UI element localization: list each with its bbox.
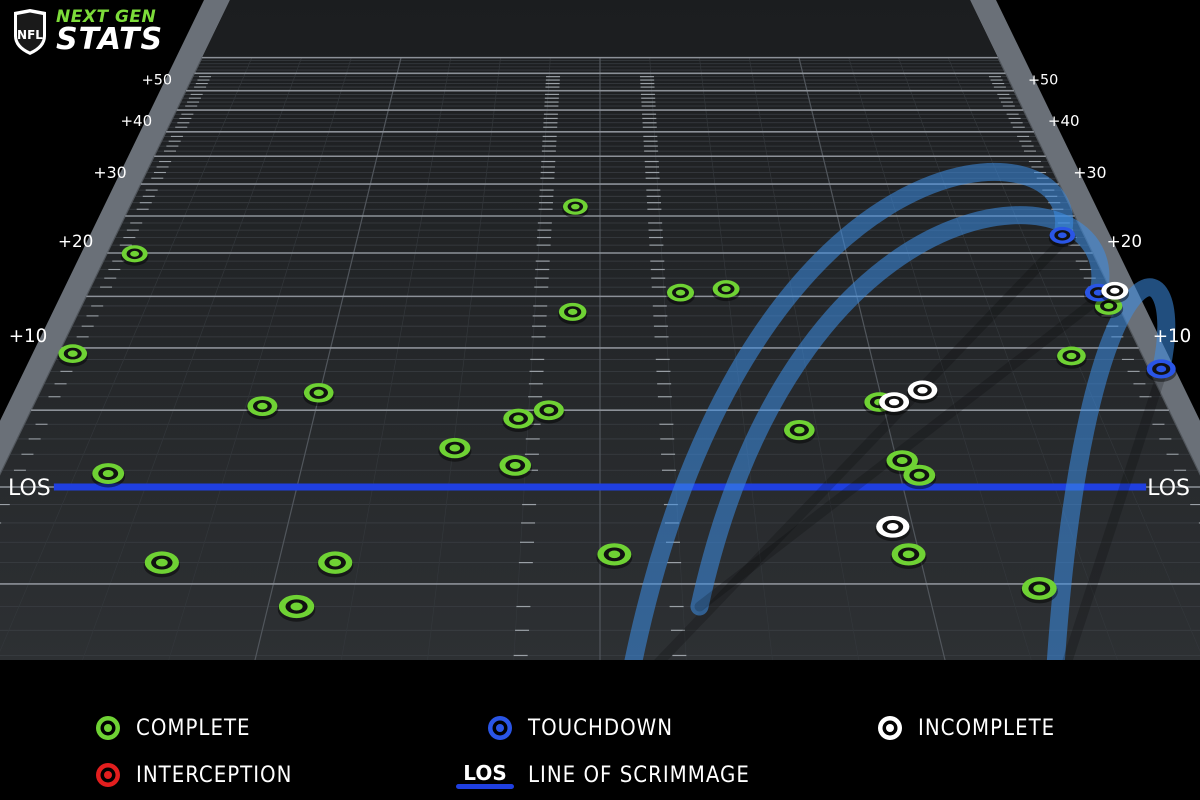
field-chart: +10 +10 +20 +20 +30 +30 +40 +40 +50 +50 LOS LOS bbox=[0, 0, 1200, 660]
legend-complete: COMPLETE bbox=[94, 711, 251, 745]
touchdown-pass-point bbox=[1048, 226, 1076, 248]
los-label-left: LOS bbox=[8, 476, 51, 501]
next-gen-stats-logo: NFL NEXT GEN STATS bbox=[10, 8, 163, 56]
pass-trajectory bbox=[624, 163, 1073, 660]
yard-label-right: +50 bbox=[1028, 73, 1058, 89]
yard-label-right: +40 bbox=[1048, 112, 1080, 130]
legend-incomplete: INCOMPLETE bbox=[876, 711, 1055, 745]
complete-pass-point bbox=[317, 551, 354, 578]
yard-label-left: +20 bbox=[58, 231, 93, 251]
legend-incomplete-label: INCOMPLETE bbox=[918, 715, 1056, 741]
los-badge: LOS bbox=[463, 760, 507, 785]
brand-line-2: STATS bbox=[56, 22, 164, 57]
complete-pass-point bbox=[91, 463, 126, 488]
complete-pass-point bbox=[890, 543, 927, 570]
legend-complete-label: COMPLETE bbox=[136, 715, 251, 741]
legend-interception-label: INTERCEPTION bbox=[136, 762, 293, 788]
touchdown-pass-point bbox=[1145, 359, 1177, 382]
los-swatch-icon: LOS bbox=[456, 762, 514, 789]
complete-pass-point bbox=[498, 454, 533, 480]
nfl-shield-icon: NFL bbox=[14, 9, 46, 55]
field-lane-line bbox=[0, 57, 253, 653]
field-lane-line bbox=[168, 57, 352, 660]
pass-points bbox=[57, 198, 1177, 622]
field-lane-line bbox=[748, 57, 860, 660]
field-lane-line bbox=[898, 57, 1118, 660]
incomplete-pass-point bbox=[1100, 281, 1130, 304]
complete-pass-point bbox=[1056, 346, 1087, 369]
complete-pass-point bbox=[666, 283, 695, 305]
hashmarks bbox=[0, 76, 1200, 657]
complete-pass-point bbox=[302, 383, 335, 407]
complete-pass-point bbox=[502, 408, 535, 433]
complete-pass-point bbox=[143, 551, 181, 578]
incomplete-pass-point bbox=[875, 515, 911, 542]
legend-interception: INTERCEPTION bbox=[94, 758, 292, 792]
complete-pass-point bbox=[711, 280, 741, 302]
legend-los-label: LINE OF SCRIMMAGE bbox=[528, 762, 750, 788]
yard-label-right: +10 bbox=[1153, 326, 1192, 347]
touchdown-marker-icon bbox=[488, 716, 512, 740]
complete-pass-point bbox=[783, 419, 816, 444]
nfl-wordmark: NFL bbox=[17, 28, 43, 42]
complete-pass-point bbox=[532, 400, 565, 424]
complete-pass-point bbox=[1094, 296, 1124, 319]
complete-pass-point bbox=[558, 302, 588, 325]
field-lane-line bbox=[340, 57, 452, 660]
los-label-right: LOS bbox=[1147, 476, 1190, 501]
yard-label-left: +30 bbox=[93, 163, 126, 182]
field-lane-line bbox=[848, 57, 1032, 660]
complete-pass-point bbox=[57, 344, 88, 367]
incomplete-pass-point bbox=[878, 392, 911, 416]
grid-minor bbox=[0, 57, 1200, 660]
yard-label-left: +50 bbox=[142, 73, 172, 89]
complete-pass-point bbox=[120, 245, 149, 266]
yard-labels: +10 +10 +20 +20 +30 +30 +40 +40 +50 +50 bbox=[9, 73, 1192, 347]
legend: COMPLETE INTERCEPTION TOUCHDOWN LOS LINE… bbox=[0, 660, 1200, 800]
pass-trajectory bbox=[690, 206, 1110, 616]
complete-pass-point bbox=[902, 464, 937, 490]
yard-label-right: +20 bbox=[1107, 231, 1142, 251]
complete-pass-point bbox=[438, 437, 472, 462]
interception-marker-icon bbox=[96, 763, 120, 787]
field-lane-line bbox=[427, 57, 501, 660]
pass-trajectory bbox=[1046, 278, 1176, 660]
yard-label-left: +40 bbox=[120, 112, 152, 130]
trajectory-shadow bbox=[654, 236, 1068, 660]
legend-touchdown-label: TOUCHDOWN bbox=[528, 715, 674, 741]
complete-pass-point bbox=[562, 198, 589, 219]
legend-touchdown: TOUCHDOWN bbox=[486, 711, 673, 745]
field-lane-line bbox=[997, 57, 1200, 476]
complete-marker-icon bbox=[96, 716, 120, 740]
complete-pass-point bbox=[246, 396, 279, 420]
trajectory-shadow bbox=[1062, 369, 1167, 660]
complete-pass-point bbox=[277, 594, 316, 622]
incomplete-marker-icon bbox=[878, 716, 902, 740]
field-lane-line bbox=[0, 57, 203, 476]
complete-pass-point bbox=[596, 543, 633, 570]
yard-label-left: +10 bbox=[9, 326, 48, 347]
legend-los: LOS LINE OF SCRIMMAGE bbox=[456, 758, 750, 792]
incomplete-pass-point bbox=[906, 380, 939, 404]
brand-line-1: NEXT GEN bbox=[56, 7, 157, 27]
yard-label-right: +30 bbox=[1073, 163, 1106, 182]
field-lane-line bbox=[82, 57, 302, 660]
complete-pass-point bbox=[1020, 576, 1058, 604]
field-lane-line bbox=[798, 57, 946, 660]
